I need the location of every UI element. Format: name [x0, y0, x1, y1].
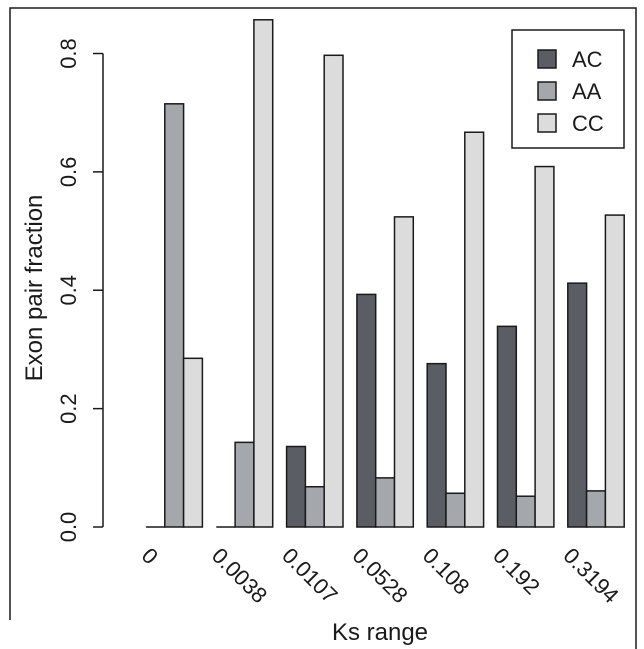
bar-aa-0: [164, 103, 185, 528]
bar-ac-3: [356, 293, 377, 528]
y-tick-label: 0.4: [56, 275, 81, 306]
legend-label-aa: AA: [572, 79, 602, 104]
bar-cc-1: [253, 19, 274, 528]
bar-aa-1: [234, 441, 255, 528]
bar-aa-3: [374, 477, 396, 528]
y-tick-label: 0.8: [56, 38, 81, 69]
y-tick-label: 0.6: [56, 157, 81, 188]
bar-aa-6: [585, 490, 607, 528]
legend-label-ac: AC: [572, 47, 603, 72]
bar-cc-6: [604, 214, 625, 528]
bar-ac-4: [426, 362, 447, 528]
y-axis: 0.0 0.2 0.4 0.6 0.8: [56, 38, 104, 543]
x-axis-title: Ks range: [332, 619, 428, 646]
legend-swatch-aa: [537, 81, 557, 101]
bar-cc-4: [464, 131, 485, 528]
y-tick-label: 0.2: [56, 393, 81, 424]
y-tick-label: 0.0: [56, 512, 81, 543]
bar-cc-5: [534, 165, 555, 528]
plot-frame: [9, 7, 637, 649]
bar-aa-5: [515, 495, 536, 528]
bars: [146, 19, 625, 528]
bar-cc-3: [393, 216, 415, 528]
bar-ac-2: [285, 445, 307, 528]
legend-swatch-cc: [537, 113, 557, 133]
y-axis-title: Exon pair fraction: [21, 195, 48, 382]
legend-box: [511, 29, 625, 149]
bar-aa-2: [304, 486, 325, 528]
bar-ac-6: [567, 282, 588, 528]
bar-cc-2: [323, 54, 344, 528]
plot-border: [9, 7, 637, 649]
legend: AC AA CC: [511, 29, 625, 149]
bar-aa-4: [445, 492, 466, 528]
bar-cc-0: [182, 357, 204, 528]
bar-ac-5: [496, 325, 518, 528]
legend-swatch-ac: [537, 49, 557, 69]
legend-label-cc: CC: [572, 111, 604, 136]
